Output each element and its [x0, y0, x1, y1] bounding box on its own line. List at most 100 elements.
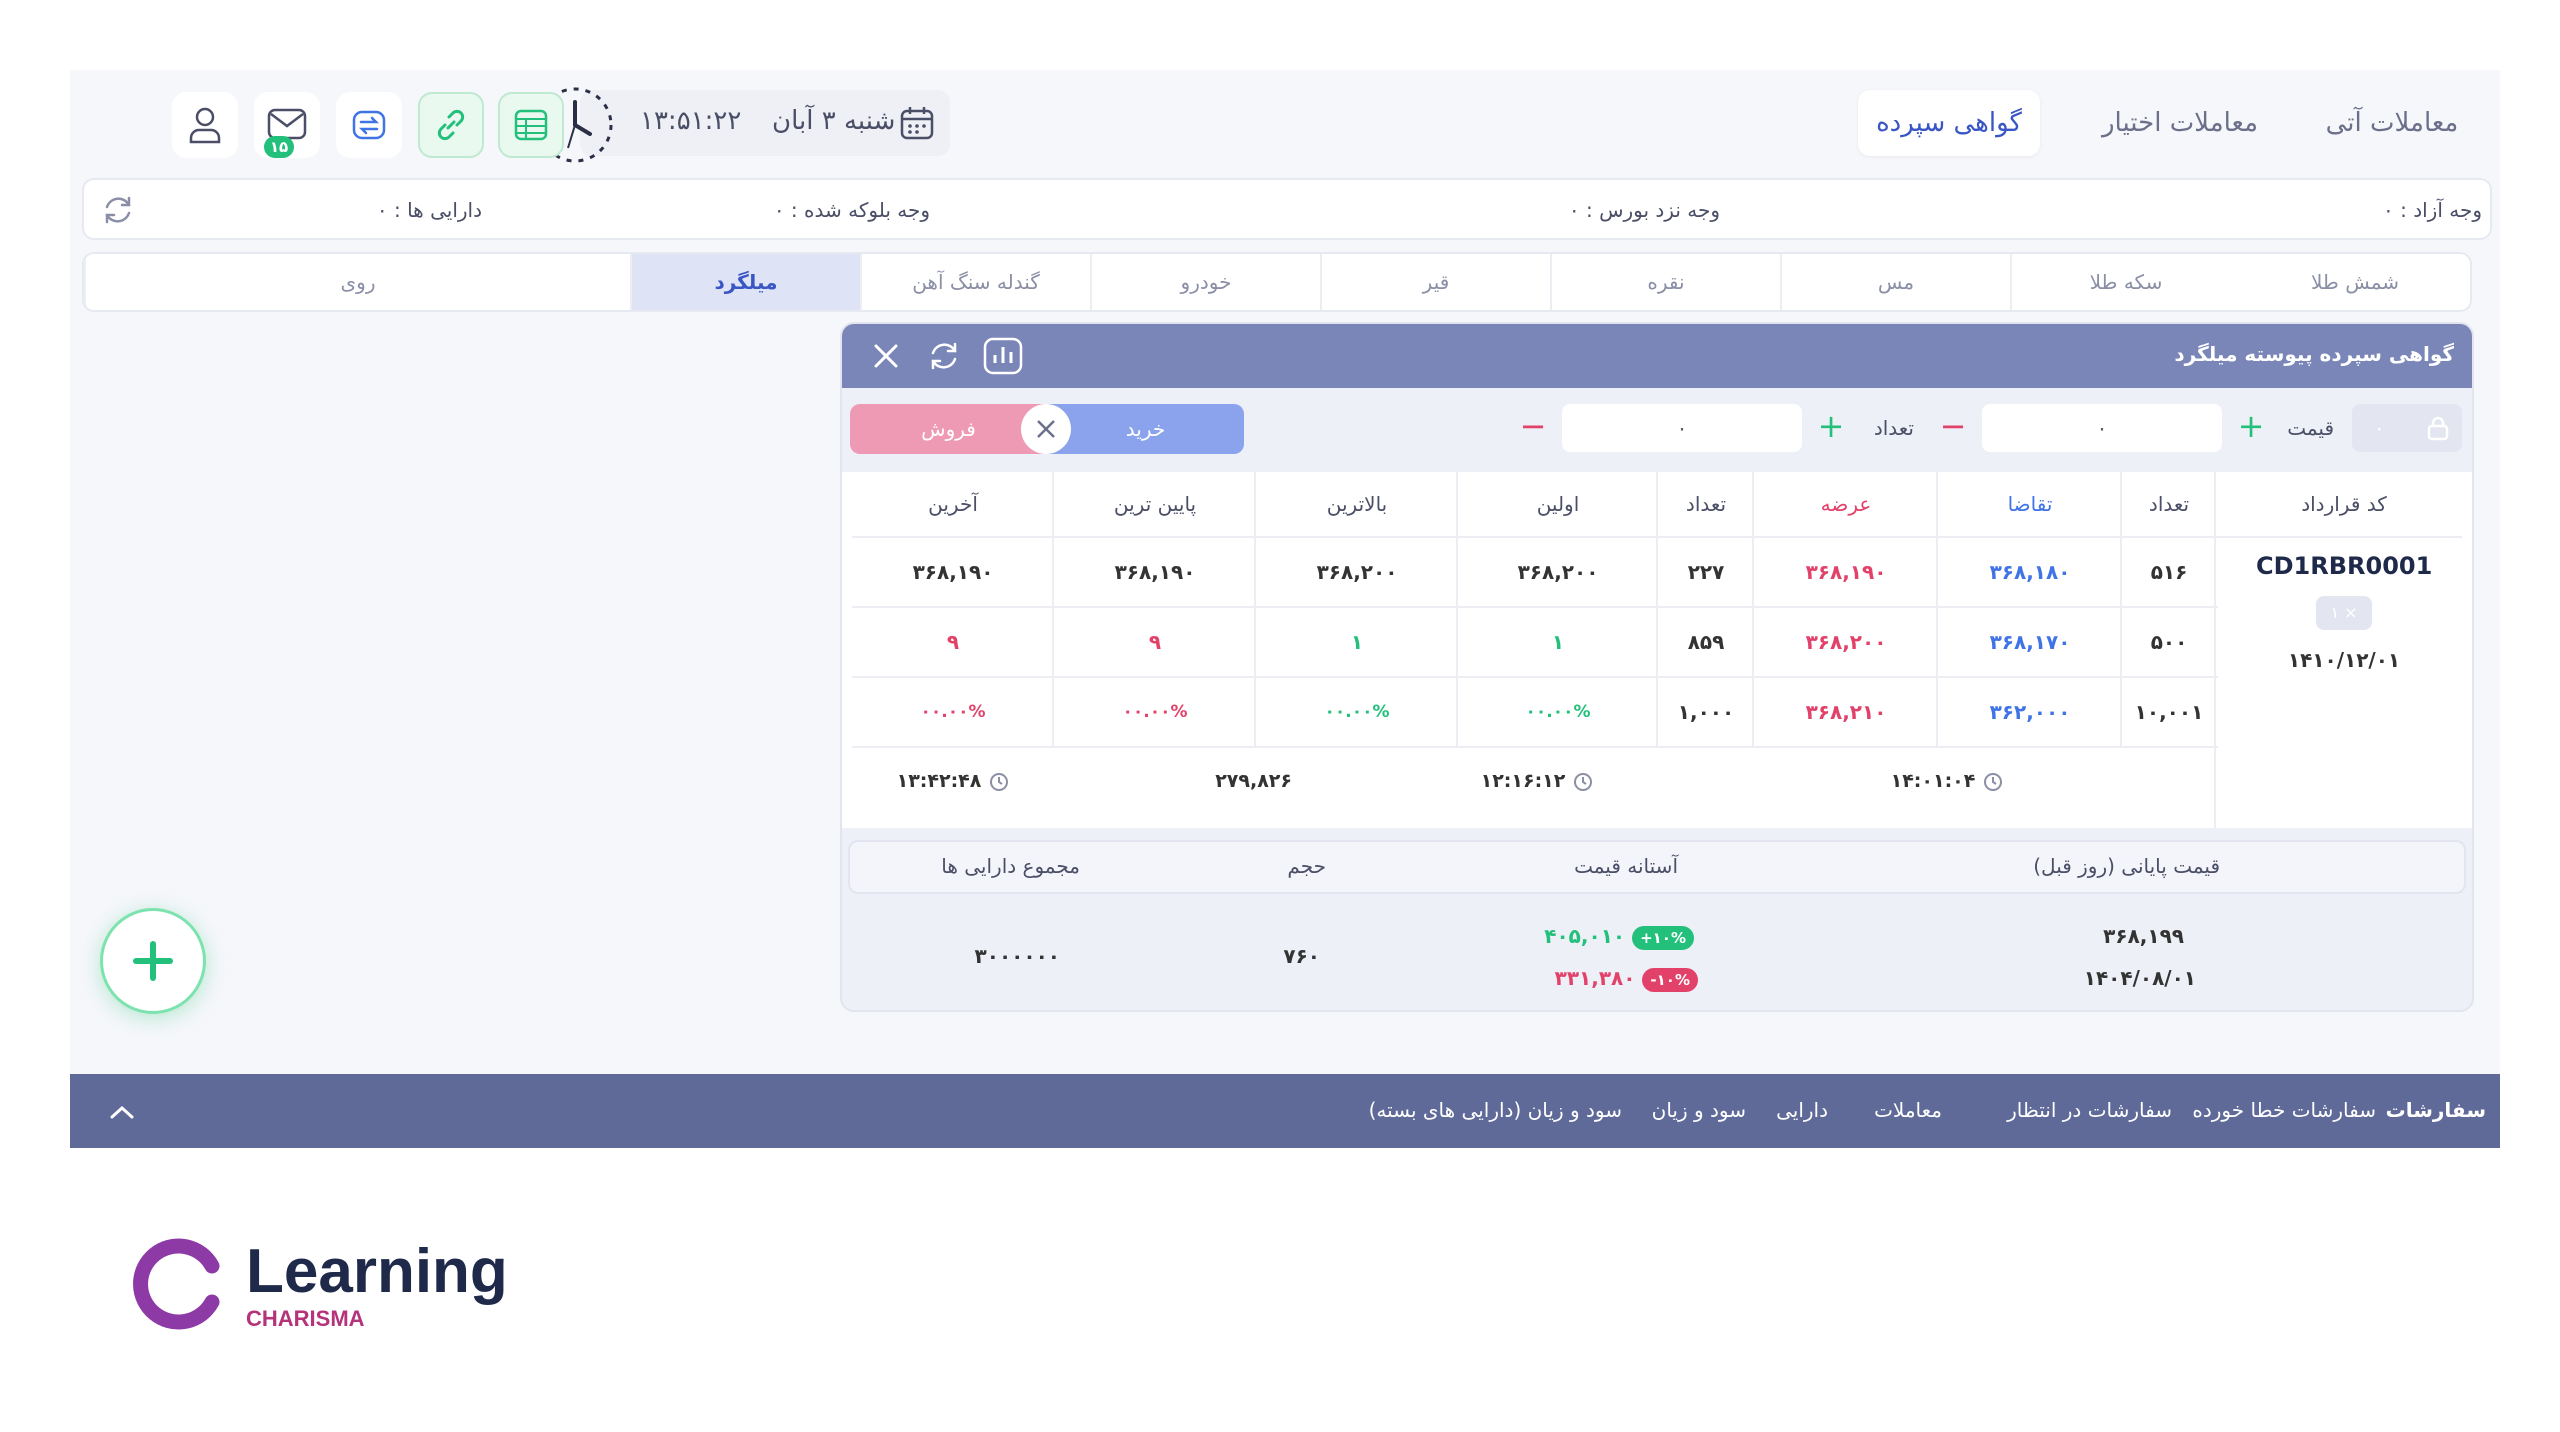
divider	[1656, 472, 1658, 746]
exchange-icon	[352, 110, 386, 140]
asset-tab-silver[interactable]: نقره	[1550, 254, 1780, 310]
quantity-minus-button[interactable]: −	[1519, 407, 1547, 445]
lower-threshold-badge: -۱۰%	[1642, 967, 1698, 992]
tab-deposit-certificate[interactable]: گواهی سپرده	[1858, 90, 2040, 156]
tab-pending-orders[interactable]: سفارشات در انتظار	[2007, 1098, 2172, 1122]
quantity-plus-button[interactable]: +	[1817, 407, 1845, 445]
clock-icon	[1984, 772, 2002, 791]
table-cell: ۹	[1148, 630, 1162, 654]
col-header-contract: کد قرارداد	[2301, 492, 2387, 516]
quantity-input[interactable]: ۰	[1562, 404, 1802, 452]
tab-failed-orders[interactable]: سفارشات خطا خورده	[2192, 1098, 2376, 1122]
table-cell: ۰۰.۰۰%	[1122, 702, 1188, 722]
asset-tab-gold-coin[interactable]: سکه طلا	[2010, 254, 2240, 310]
summary-header-close-price: قیمت پایانی (روز قبل)	[2033, 854, 2220, 878]
table-cell: ۱۰,۰۰۱	[2134, 700, 2204, 724]
table-cell: ۳۶۸,۱۹۰	[912, 560, 994, 584]
link-button[interactable]	[418, 92, 484, 158]
blocked-balance: وجه بلوکه شده : ۰	[773, 198, 930, 222]
table-cell: ۳۶۸,۱۹۰	[1805, 560, 1887, 584]
asset-tab-zinc[interactable]: روی	[84, 254, 630, 310]
asset-tab-rebar[interactable]: میلگرد	[630, 254, 860, 310]
logo-text: Learning	[246, 1237, 508, 1306]
time-value: ۱۳:۴۲:۴۸	[896, 770, 982, 792]
table-cell: ۸۵۹	[1687, 630, 1725, 654]
tab-trades[interactable]: معاملات	[1874, 1098, 1942, 1122]
chart-icon[interactable]	[982, 336, 1024, 376]
buy-sell-toggle[interactable]: فروش خرید	[850, 404, 1244, 454]
user-icon	[189, 107, 221, 144]
divider	[1254, 472, 1256, 746]
divider	[1052, 472, 1054, 746]
clock-time: ۱۳:۵۱:۲۲	[640, 106, 742, 136]
col-header-high: بالاترین	[1326, 492, 1388, 516]
clock-icon	[990, 772, 1008, 791]
volume-summary-value: ۷۶۰	[1283, 944, 1320, 968]
time-value: ۱۴:۰۱:۰۴	[1890, 770, 1976, 792]
asset-tab-copper[interactable]: مس	[1780, 254, 2010, 310]
table-cell: ۳۶۸,۱۹۰	[1114, 560, 1196, 584]
mail-count-badge: ۱۵	[264, 136, 294, 158]
profile-button[interactable]	[172, 92, 238, 158]
clock-box: ۱۳:۵۱:۲۲ شنبه ۳ آبان	[537, 87, 950, 163]
table-cell: ۳۶۲,۰۰۰	[1989, 700, 2071, 724]
broker-balance: وجه نزد بورس : ۰	[1568, 198, 1720, 222]
lock-icon	[2427, 416, 2449, 441]
toggle-knob[interactable]	[1021, 404, 1071, 454]
upper-threshold-value: ۴۰۵,۰۱۰	[1544, 924, 1626, 948]
calendar-icon	[900, 107, 934, 140]
close-price-value: ۳۶۸,۱۹۹	[2103, 924, 2184, 948]
col-header-last: آخرین	[928, 492, 978, 516]
tab-profit-loss[interactable]: سود و زیان	[1651, 1098, 1746, 1122]
asset-tab-bitumen[interactable]: قیر	[1320, 254, 1550, 310]
refresh-icon[interactable]	[98, 190, 138, 230]
lower-threshold-value: ۳۳۱,۳۸۰	[1554, 966, 1636, 990]
chevron-up-icon[interactable]	[106, 1098, 138, 1126]
total-assets-value: ۳۰۰۰۰۰۰	[974, 944, 1060, 968]
col-header-low: پایین ترین	[1113, 492, 1197, 516]
price-minus-button[interactable]: −	[1939, 407, 1967, 445]
asset-tab-car[interactable]: خودرو	[1090, 254, 1320, 310]
table-cell: ۳۶۸,۱۷۰	[1989, 630, 2071, 654]
logo-subtitle: CHARISMA	[246, 1306, 365, 1331]
exchange-button[interactable]	[336, 92, 402, 158]
balance-bar: وجه آزاد : ۰ وجه نزد بورس : ۰ وجه بلوکه …	[82, 178, 2492, 240]
refresh-icon[interactable]	[924, 336, 964, 376]
messages-button[interactable]: ۱۵	[254, 92, 320, 158]
assets-balance: دارایی ها : ۰	[376, 198, 482, 222]
table-cell: ۱,۰۰۰	[1677, 700, 1735, 724]
table-cell: ۹	[946, 630, 960, 654]
add-button[interactable]	[100, 908, 206, 1014]
tab-closed-profit-loss[interactable]: سود و زیان (دارایی های بسته)	[1368, 1098, 1622, 1122]
close-icon	[1037, 420, 1055, 438]
sheet-button[interactable]	[498, 92, 564, 158]
table-cell: ۰۰.۰۰%	[1525, 702, 1591, 722]
tab-futures[interactable]: معاملات آتی	[2325, 108, 2459, 138]
spreadsheet-icon	[514, 109, 548, 141]
instrument-panel: گواهی سپرده پیوسته میلگرد ۰	[840, 322, 2474, 1012]
table-cell: ۳۶۸,۱۸۰	[1989, 560, 2071, 584]
table-cell: ۳۶۸,۲۰۰	[1316, 560, 1398, 584]
tab-assets[interactable]: دارایی	[1776, 1098, 1828, 1122]
sell-button[interactable]: فروش	[850, 404, 1047, 454]
table-cell: ۳۶۸,۲۰۰	[1805, 630, 1887, 654]
table-cell: ۳۶۸,۲۰۰	[1517, 560, 1599, 584]
summary-header-total-assets: مجموع دارایی ها	[941, 854, 1080, 878]
close-price-date: ۱۴۰۴/۰۸/۰۱	[2083, 966, 2196, 990]
divider	[852, 606, 2218, 608]
tab-options[interactable]: معاملات اختیار	[2101, 108, 2259, 138]
close-icon[interactable]	[870, 340, 902, 372]
buy-button[interactable]: خرید	[1047, 404, 1244, 454]
clock-date: شنبه ۳ آبان	[772, 106, 896, 136]
col-header-first: اولین	[1536, 492, 1580, 516]
summary-header-price-threshold: آستانه قیمت	[1574, 854, 1678, 878]
lock-field[interactable]: ۰	[2352, 404, 2462, 452]
order-entry: ۰ قیمت + ۰ − تعداد + ۰ − فروش خرید	[842, 388, 2472, 474]
panel-title: گواهی سپرده پیوسته میلگرد	[2174, 342, 2454, 366]
asset-tab-gold-bar[interactable]: شمش طلا	[2310, 270, 2400, 294]
lower-threshold: ۳۳۱,۳۸۰ -۱۰%	[1555, 966, 1698, 992]
tab-orders[interactable]: سفارشات	[2385, 1098, 2486, 1122]
asset-tab-iron-pellet[interactable]: گندله سنگ آهن	[860, 254, 1090, 310]
price-input[interactable]: ۰	[1982, 404, 2222, 452]
price-plus-button[interactable]: +	[2237, 407, 2265, 445]
